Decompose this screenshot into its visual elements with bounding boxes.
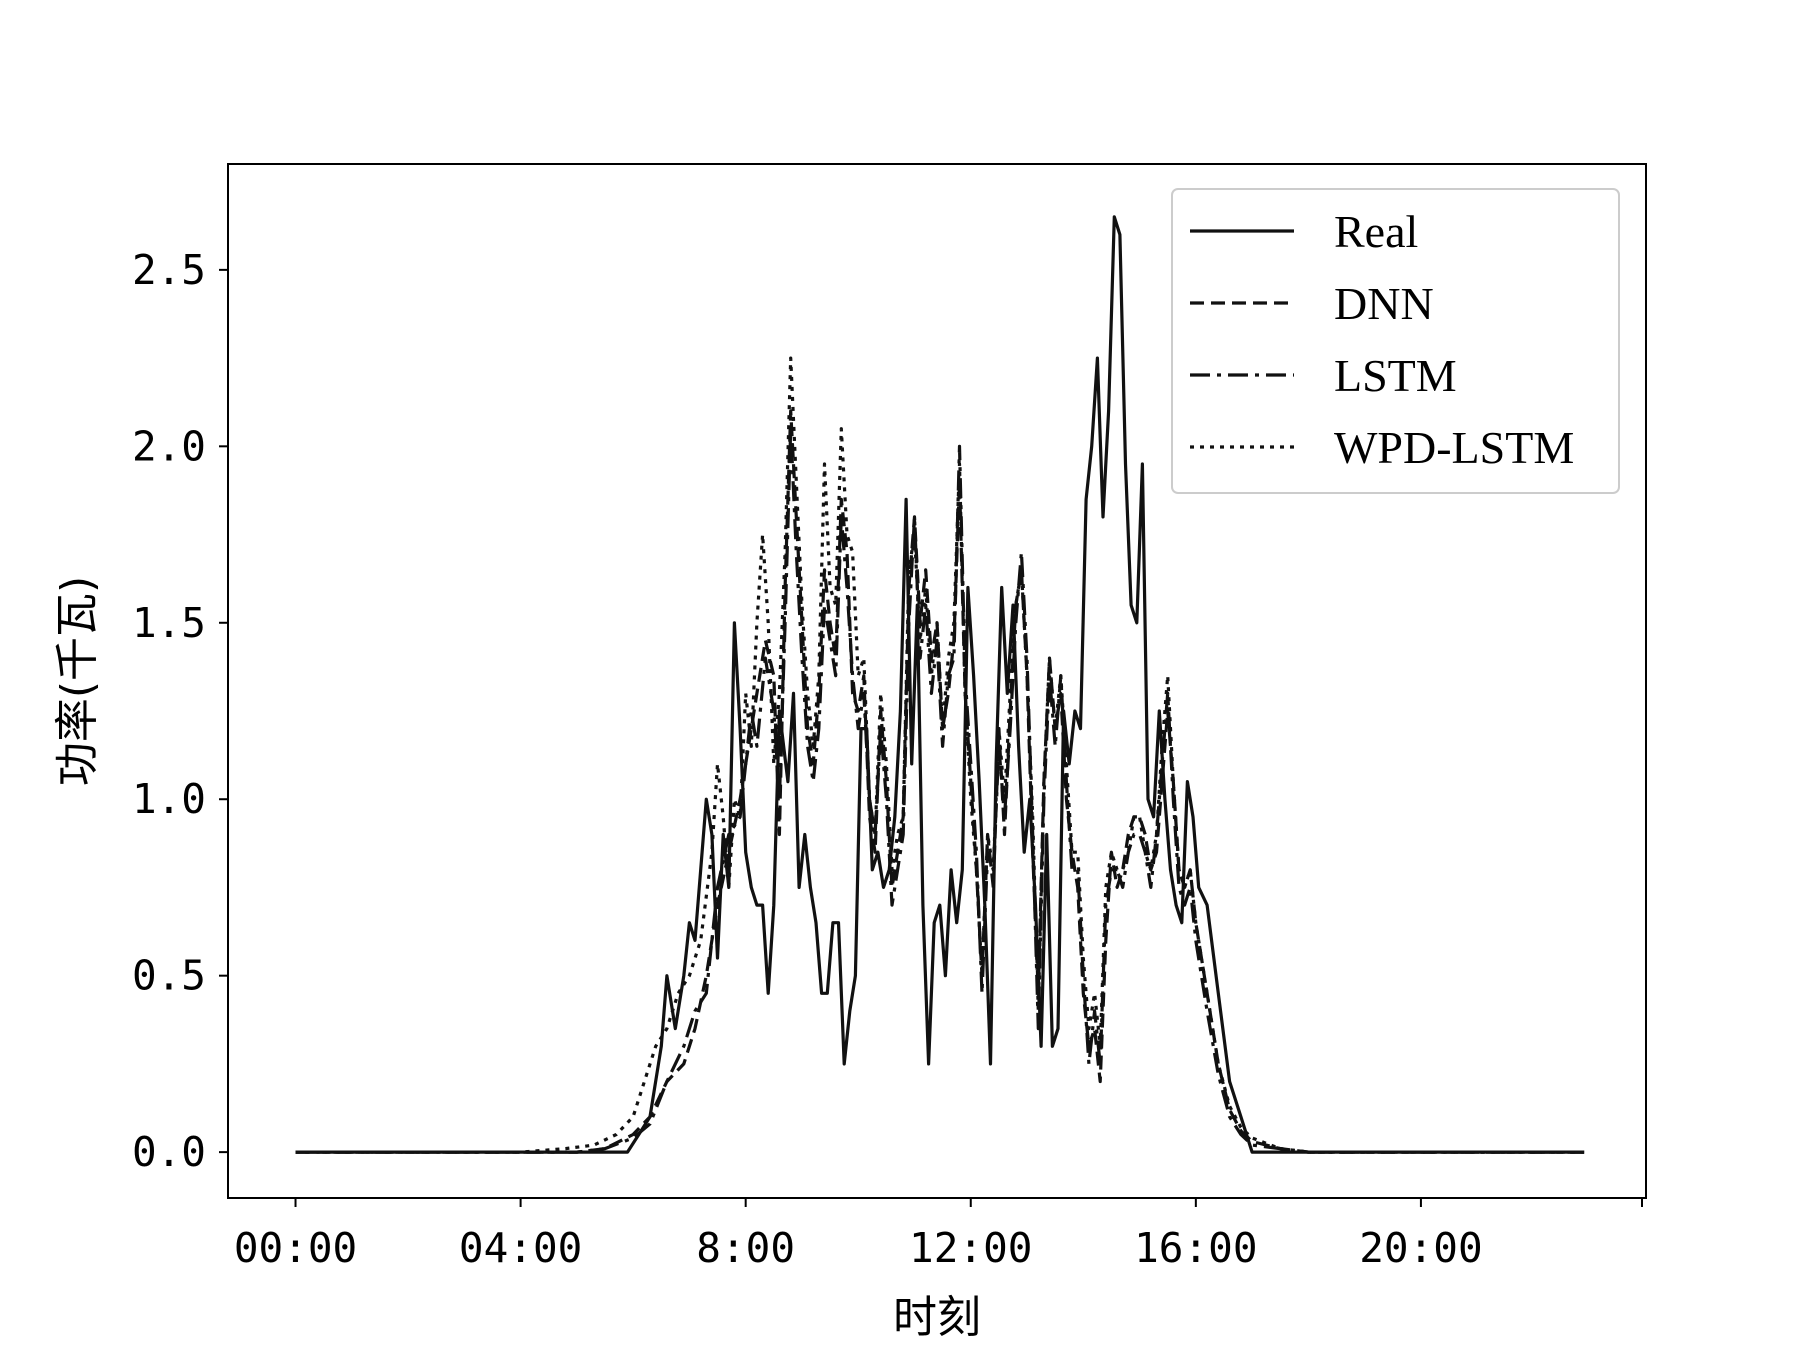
x-tick-label: 16:00 <box>1134 1224 1257 1272</box>
y-tick-label: 0.5 <box>132 952 206 1000</box>
y-tick-label: 1.5 <box>132 599 206 647</box>
x-axis-label: 时刻 <box>893 1292 981 1343</box>
plot-series-group <box>295 215 1585 1154</box>
y-tick-label: 2.5 <box>132 246 206 294</box>
y-axis-ticks: 0.0 0.5 1.0 1.5 2.0 2.5 <box>132 246 228 1176</box>
legend-label: WPD-LSTM <box>1334 422 1574 473</box>
series-line-real <box>295 215 1585 1154</box>
y-tick-label: 2.0 <box>132 422 206 470</box>
x-axis-ticks: 00:00 04:00 8:00 12:00 16:00 20:00 <box>234 1198 1643 1272</box>
legend-label: DNN <box>1334 278 1434 329</box>
x-tick-label: 8:00 <box>696 1224 795 1272</box>
legend-label: LSTM <box>1334 350 1457 401</box>
legend: Real DNN LSTM WPD-LSTM <box>1171 188 1620 494</box>
x-tick-label: 04:00 <box>459 1224 582 1272</box>
series-line-wpd-lstm <box>295 356 1585 1154</box>
x-tick-label: 12:00 <box>909 1224 1032 1272</box>
y-tick-label: 1.0 <box>132 775 206 823</box>
legend-box <box>1171 188 1620 494</box>
legend-label: Real <box>1334 206 1418 257</box>
series-line-dnn <box>295 409 1585 1154</box>
plot-frame <box>227 163 1647 1199</box>
y-axis-label: 功率(千瓦) <box>52 576 103 786</box>
y-tick-label: 0.0 <box>132 1128 206 1176</box>
series-line-lstm <box>295 427 1585 1154</box>
x-tick-label: 20:00 <box>1359 1224 1482 1272</box>
x-tick-label: 00:00 <box>234 1224 357 1272</box>
